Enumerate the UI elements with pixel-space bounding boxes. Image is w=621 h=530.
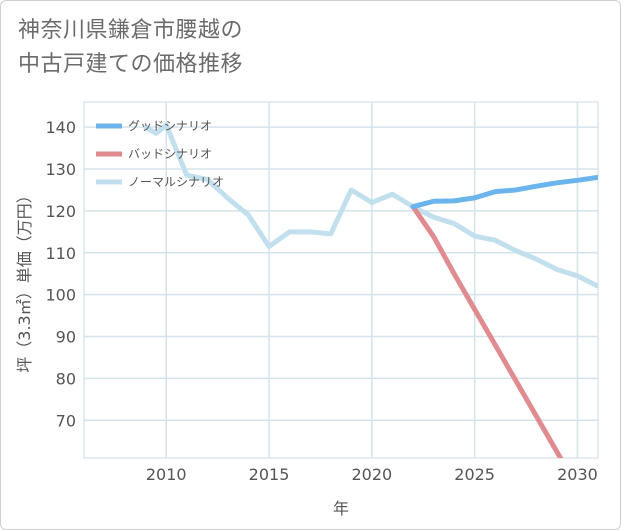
y-tick-label: 90 <box>56 328 76 347</box>
series-line-good <box>410 174 598 210</box>
legend-label: バッドシナリオ <box>128 147 212 161</box>
x-tick-label: 2010 <box>146 465 187 484</box>
series-layer <box>143 122 598 458</box>
legend-label: ノーマルシナリオ <box>128 175 224 189</box>
x-tick-label: 2030 <box>557 465 598 484</box>
chart-title: 神奈川県鎌倉市腰越の 中古戸建ての価格推移 <box>18 14 243 82</box>
x-tick-label: 2020 <box>351 465 392 484</box>
y-tick-label: 80 <box>56 369 76 388</box>
x-tick-label: 2025 <box>454 465 495 484</box>
series-line-normal <box>143 122 598 289</box>
y-tick-label: 130 <box>45 160 76 179</box>
plot-area <box>83 101 599 459</box>
y-tick-label: 120 <box>45 202 76 221</box>
y-tick-label: 70 <box>56 411 76 430</box>
y-tick-label: 140 <box>45 118 76 137</box>
legend-label: グッドシナリオ <box>128 119 212 133</box>
y-axis-title: 坪（3.3㎡）単価（万円） <box>15 187 34 372</box>
x-tick-label: 2015 <box>249 465 290 484</box>
series-line-bad <box>410 204 564 458</box>
x-axis-title: 年 <box>333 499 349 518</box>
tick-labels: 2010 2015 2020 2025 2030 70 80 90 100 110 120 130 14… <box>45 118 597 484</box>
chart-title-line-1: 神奈川県鎌倉市腰越の <box>18 18 244 43</box>
y-tick-label: 110 <box>45 244 76 263</box>
y-tick-label: 100 <box>45 286 76 305</box>
chart-title-line-2: 中古戸建ての価格推移 <box>18 52 244 77</box>
